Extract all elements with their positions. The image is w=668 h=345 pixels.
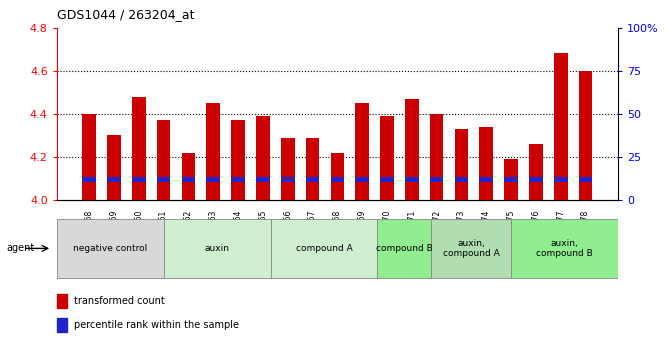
Bar — [529, 144, 542, 200]
Bar — [355, 103, 369, 200]
Text: auxin: auxin — [204, 244, 230, 253]
Bar — [377, 219, 431, 278]
Bar — [57, 318, 67, 332]
Text: negative control: negative control — [73, 244, 148, 253]
Bar — [554, 53, 568, 200]
Bar — [306, 138, 319, 200]
Bar — [529, 177, 542, 182]
Text: agent: agent — [7, 244, 35, 253]
Text: GDS1044 / 263204_at: GDS1044 / 263204_at — [57, 8, 194, 21]
Bar — [107, 136, 121, 200]
Bar — [231, 120, 245, 200]
Bar — [430, 114, 444, 200]
Bar — [157, 177, 170, 182]
Bar — [504, 159, 518, 200]
Text: transformed count: transformed count — [73, 296, 164, 306]
Bar — [306, 177, 319, 182]
Bar — [132, 97, 146, 200]
Bar — [206, 177, 220, 182]
Bar — [231, 177, 245, 182]
Text: percentile rank within the sample: percentile rank within the sample — [73, 320, 238, 330]
Bar — [455, 129, 468, 200]
Bar — [554, 177, 568, 182]
Bar — [431, 219, 511, 278]
Bar — [281, 177, 295, 182]
Text: compound B: compound B — [376, 244, 432, 253]
Bar — [281, 138, 295, 200]
Bar — [578, 177, 593, 182]
Bar — [256, 116, 270, 200]
Bar — [57, 294, 67, 308]
Bar — [132, 177, 146, 182]
Bar — [256, 177, 270, 182]
Text: auxin,
compound B: auxin, compound B — [536, 239, 593, 258]
Text: compound A: compound A — [296, 244, 352, 253]
Bar — [511, 219, 618, 278]
Bar — [504, 177, 518, 182]
Bar — [182, 177, 195, 182]
Bar — [271, 219, 377, 278]
Bar — [355, 177, 369, 182]
Bar — [480, 177, 493, 182]
Bar — [380, 116, 394, 200]
Bar — [380, 177, 394, 182]
Bar — [405, 99, 419, 200]
Bar — [331, 177, 344, 182]
Bar — [405, 177, 419, 182]
Bar — [182, 153, 195, 200]
Bar — [331, 153, 344, 200]
Bar — [578, 71, 593, 200]
Bar — [82, 114, 96, 200]
Bar — [455, 177, 468, 182]
Bar — [480, 127, 493, 200]
Bar — [107, 177, 121, 182]
Bar — [430, 177, 444, 182]
Bar — [206, 103, 220, 200]
Bar — [82, 177, 96, 182]
Bar — [57, 219, 164, 278]
Text: auxin,
compound A: auxin, compound A — [443, 239, 499, 258]
Bar — [164, 219, 271, 278]
Bar — [157, 120, 170, 200]
